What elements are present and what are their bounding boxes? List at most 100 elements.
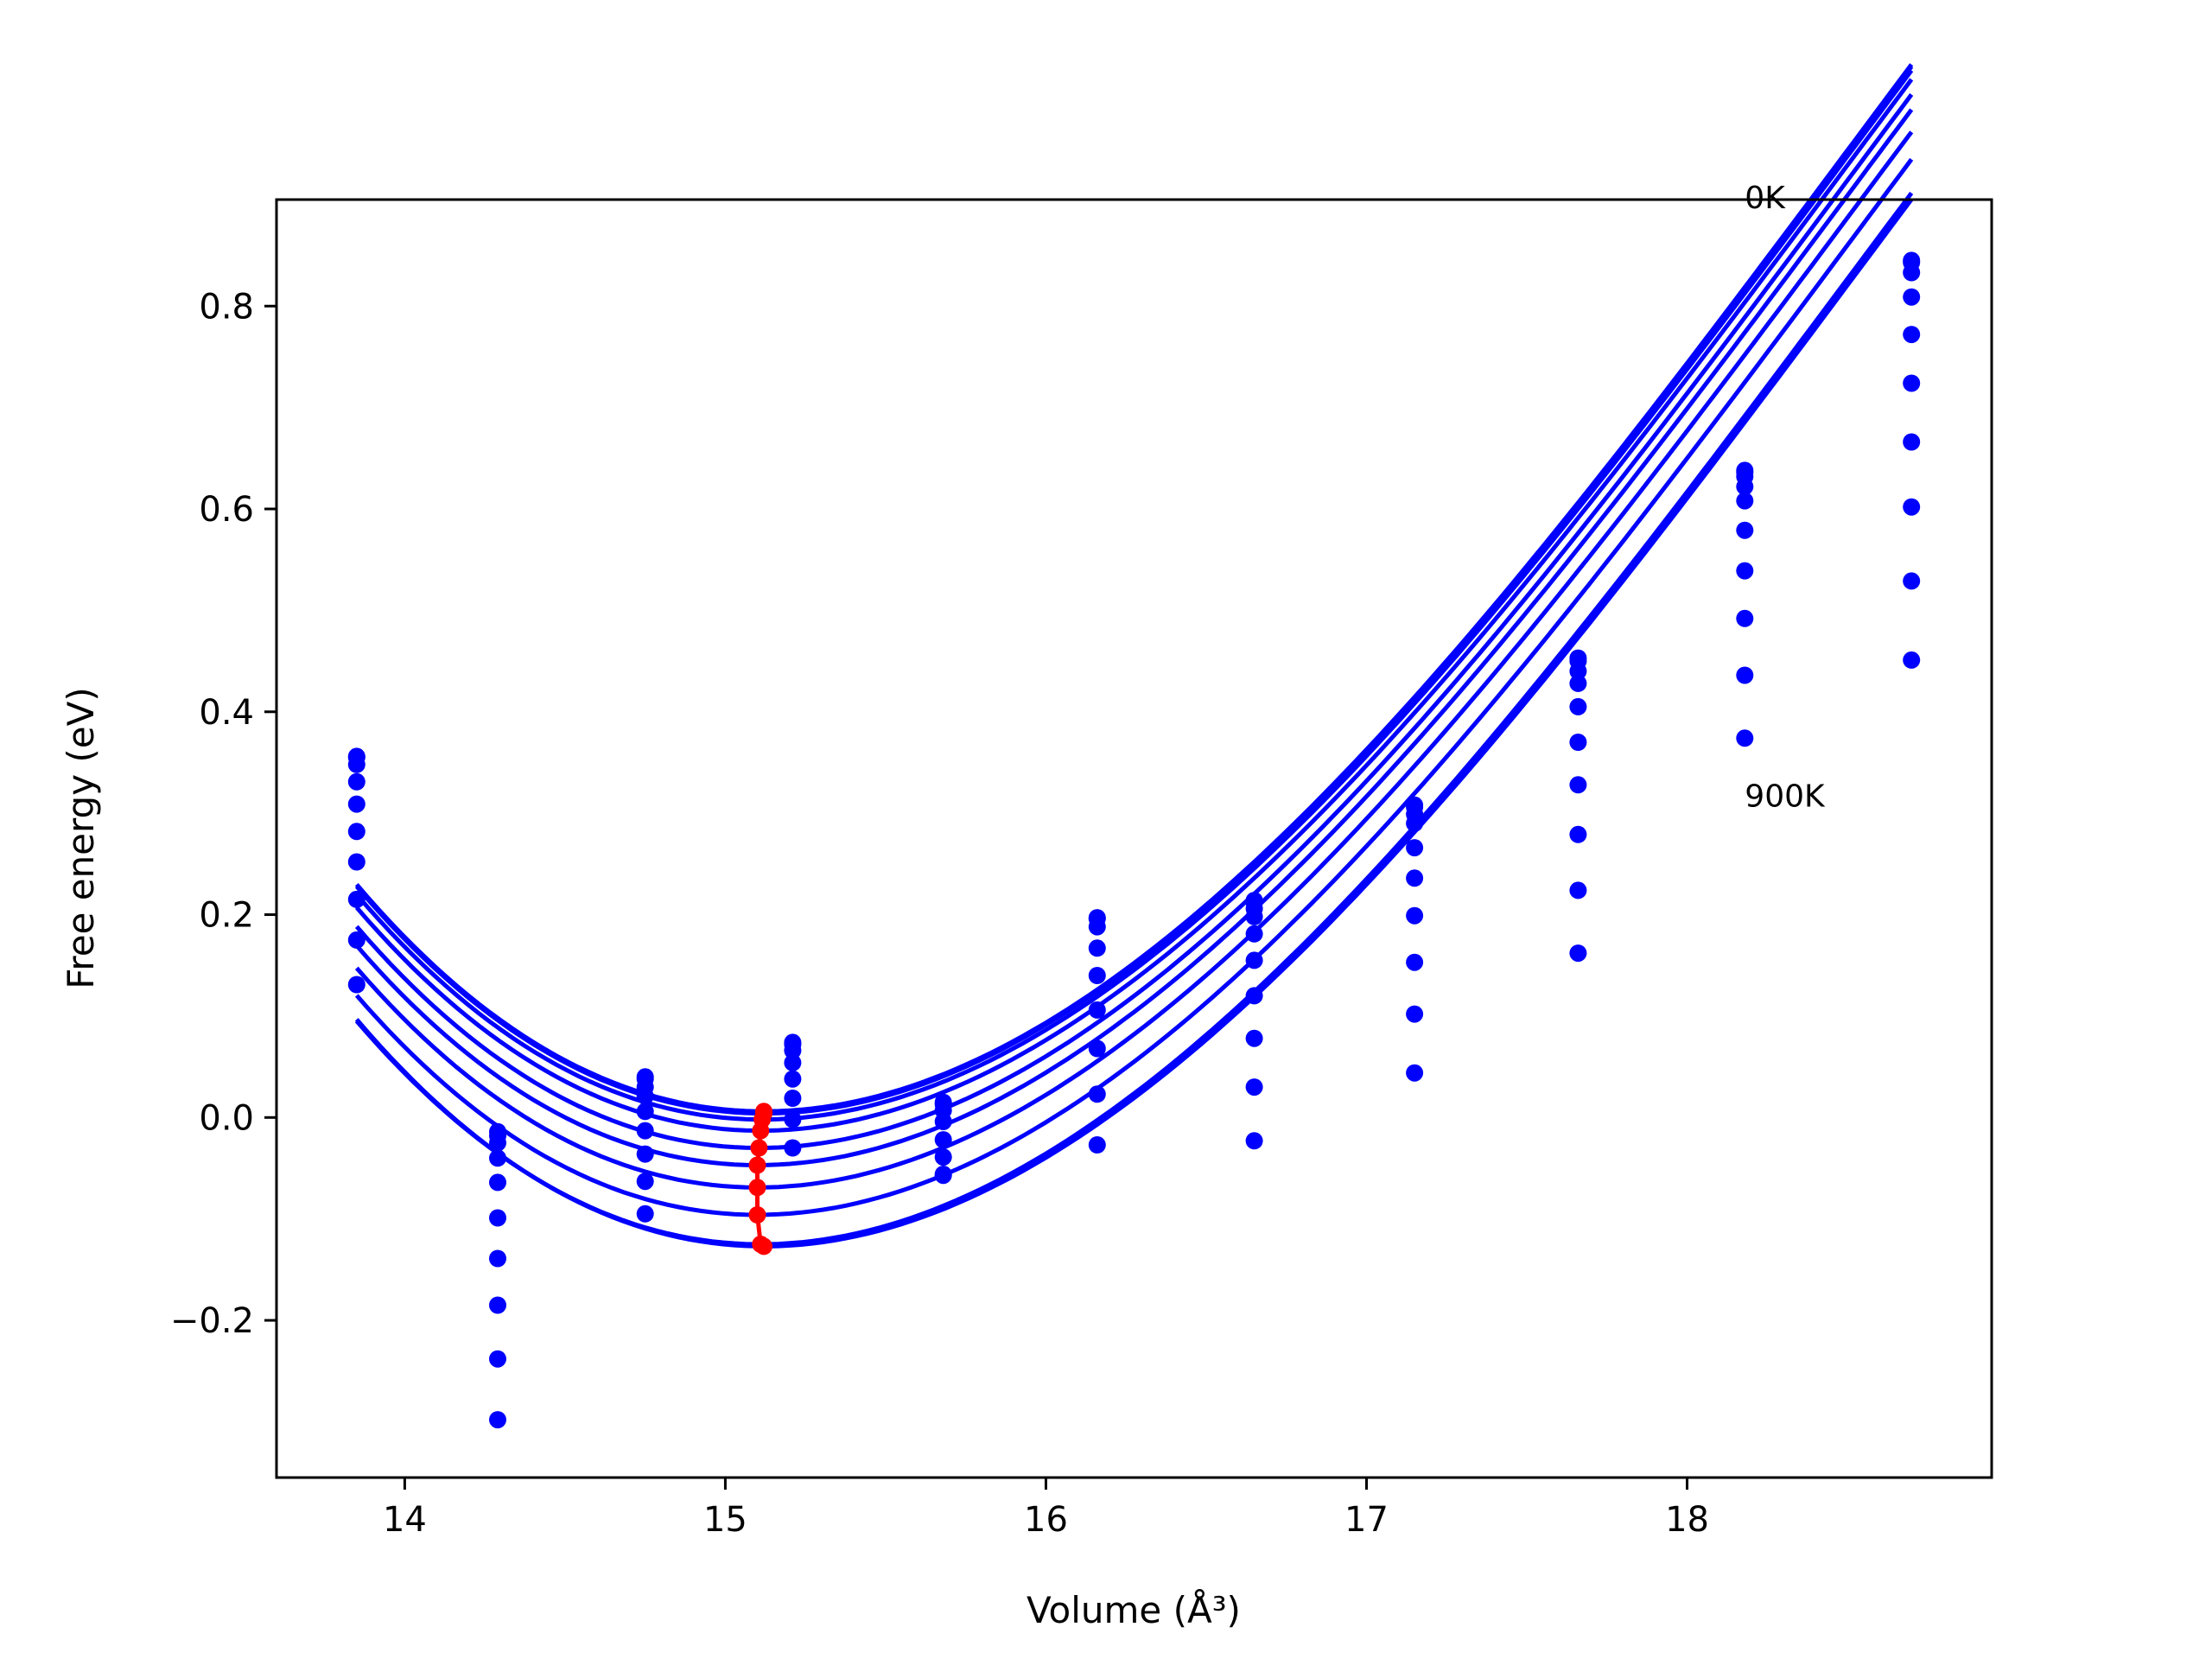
fit-curve-200K xyxy=(354,69,1914,1122)
data-point-900K xyxy=(1245,1132,1263,1150)
data-point-300K xyxy=(1569,674,1587,692)
data-point-900K xyxy=(1903,651,1921,669)
x-tick-label: 16 xyxy=(1024,1500,1068,1540)
data-point-800K xyxy=(636,1205,654,1223)
data-point-200K xyxy=(1088,918,1106,936)
data-point-600K xyxy=(636,1145,654,1163)
data-point-400K xyxy=(1903,326,1921,344)
data-point-200K xyxy=(1569,662,1587,680)
data-point-600K xyxy=(1903,433,1921,451)
y-tick-label: 0.0 xyxy=(199,1098,254,1138)
x-axis-label: Volume (Å³) xyxy=(1027,1588,1241,1631)
data-point-900K xyxy=(1569,944,1587,963)
data-point-700K xyxy=(1903,498,1921,516)
data-point-800K xyxy=(1406,1005,1424,1023)
fit-curve-100K xyxy=(354,65,1914,1116)
data-point-900K xyxy=(347,976,365,994)
data-point-700K xyxy=(1245,1029,1263,1047)
data-point-700K xyxy=(1736,609,1754,627)
data-point-900K xyxy=(1736,729,1754,747)
data-point-600K xyxy=(1569,776,1587,794)
x-tick-label: 18 xyxy=(1665,1500,1709,1540)
data-point-800K xyxy=(1736,666,1754,684)
data-point-800K xyxy=(1245,1078,1263,1096)
axis-ticks: 14 15 16 17 18 −0.2 0.0 0.2 0.4 0.6 0.8 xyxy=(170,287,1709,1540)
data-point-700K xyxy=(1569,825,1587,843)
data-point-600K xyxy=(1245,987,1263,1005)
data-point-200K xyxy=(1903,264,1921,282)
data-point-900K xyxy=(489,1411,506,1429)
data-point-800K xyxy=(347,931,365,949)
data-point-400K xyxy=(1088,967,1106,984)
y-axis-label: Free energy (eV) xyxy=(60,687,102,989)
data-point-600K xyxy=(347,853,365,871)
axes-frame xyxy=(275,198,1993,1479)
y-tick-label: 0.6 xyxy=(199,490,254,530)
data-point-800K xyxy=(1569,881,1587,899)
data-point-700K xyxy=(934,1166,952,1185)
fit-curve-900K xyxy=(354,198,1914,1249)
data-point-400K xyxy=(1245,925,1263,943)
data-point-300K xyxy=(489,1149,506,1167)
data-point-900K xyxy=(1406,1064,1424,1082)
data-point-200K xyxy=(489,1134,506,1152)
data-point-300K xyxy=(1736,478,1754,496)
minimum-point-600K xyxy=(748,1179,766,1197)
data-point-600K xyxy=(1088,1039,1106,1058)
data-point-500K xyxy=(1088,1001,1106,1019)
minimum-point-300K xyxy=(752,1122,770,1140)
data-point-300K xyxy=(1903,288,1921,306)
minimum-point-500K xyxy=(748,1156,766,1174)
data-point-200K xyxy=(347,755,365,773)
data-point-500K xyxy=(1569,734,1587,751)
data-point-300K xyxy=(1088,939,1106,957)
fit-curve-300K xyxy=(354,78,1914,1133)
data-point-300K xyxy=(784,1053,802,1071)
data-point-800K xyxy=(489,1350,506,1368)
data-point-300K xyxy=(636,1087,654,1105)
data-point-800K xyxy=(1088,1136,1106,1154)
data-point-700K xyxy=(784,1139,802,1157)
data-point-500K xyxy=(1245,951,1263,969)
minimum-point-900K xyxy=(755,1237,772,1255)
data-point-300K xyxy=(1245,907,1263,925)
minimum-point-400K xyxy=(750,1139,768,1157)
x-tick-label: 17 xyxy=(1344,1500,1389,1540)
y-tick-label: 0.4 xyxy=(199,693,254,733)
data-point-400K xyxy=(934,1131,952,1149)
data-point-400K xyxy=(1406,839,1424,857)
fit-curve-600K xyxy=(354,130,1914,1190)
plot-area xyxy=(347,63,1921,1429)
data-point-400K xyxy=(347,795,365,813)
data-point-600K xyxy=(1736,562,1754,580)
data-point-400K xyxy=(784,1070,802,1088)
data-point-300K xyxy=(934,1113,952,1130)
data-point-100K xyxy=(1903,251,1921,270)
data-point-500K xyxy=(489,1209,506,1227)
data-point-400K xyxy=(636,1103,654,1121)
data-point-600K xyxy=(489,1249,506,1268)
minimum-point-700K xyxy=(748,1206,766,1224)
data-point-800K xyxy=(1903,572,1921,590)
annotation-label: 900K xyxy=(1745,779,1826,815)
data-point-200K xyxy=(784,1041,802,1059)
data-point-700K xyxy=(347,890,365,908)
data-point-700K xyxy=(489,1296,506,1314)
data-point-600K xyxy=(784,1110,802,1128)
y-tick-label: −0.2 xyxy=(170,1301,254,1341)
data-point-700K xyxy=(1088,1085,1106,1103)
data-point-400K xyxy=(1736,492,1754,510)
data-point-500K xyxy=(347,823,365,841)
x-tick-label: 14 xyxy=(383,1500,427,1540)
fit-curve-500K xyxy=(354,108,1914,1168)
data-point-300K xyxy=(347,772,365,791)
x-tick-label: 15 xyxy=(703,1500,747,1540)
data-point-500K xyxy=(1406,869,1424,887)
data-point-600K xyxy=(1406,906,1424,925)
y-tick-label: 0.8 xyxy=(199,287,254,327)
fit-curve-700K xyxy=(354,157,1914,1217)
data-point-500K xyxy=(636,1122,654,1140)
data-point-400K xyxy=(1569,697,1587,715)
